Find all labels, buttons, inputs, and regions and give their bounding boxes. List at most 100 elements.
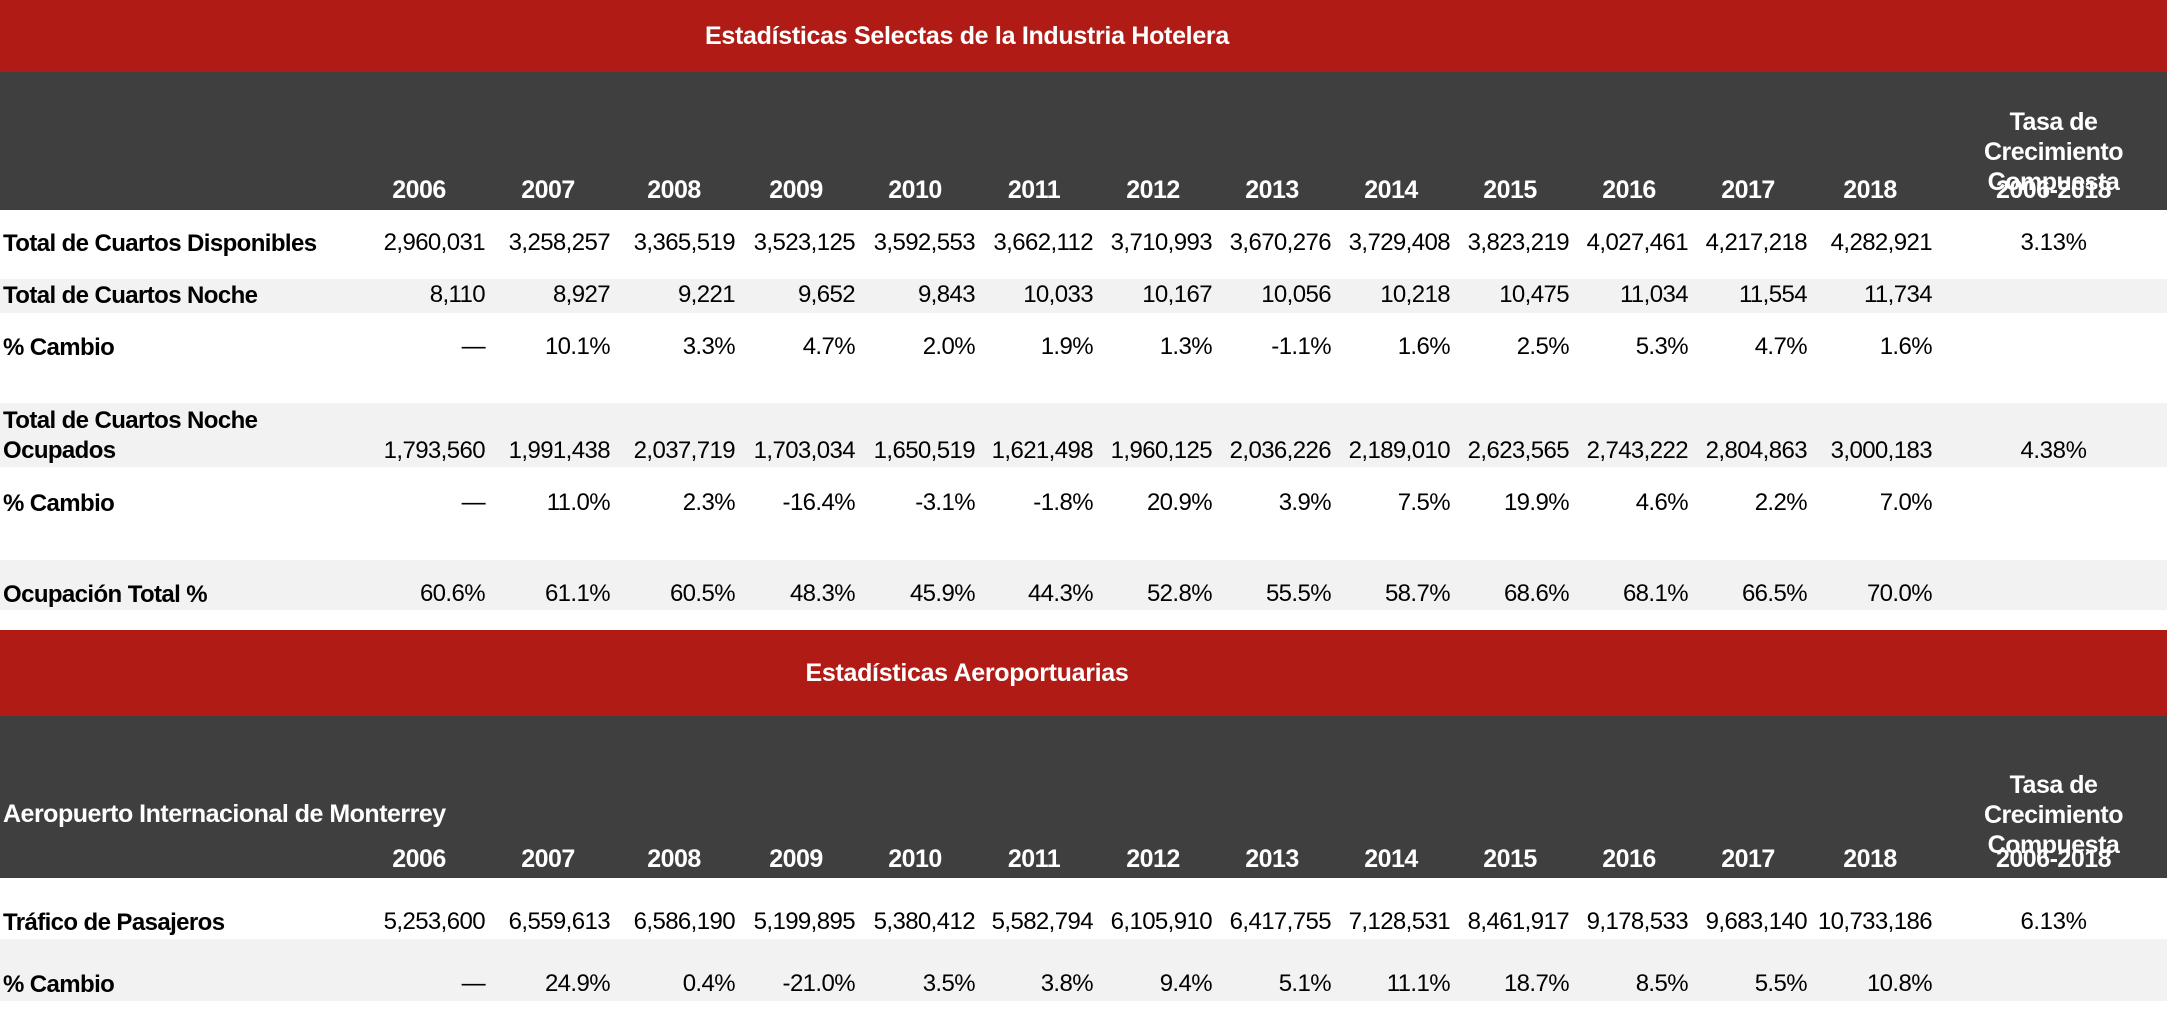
row-label: % Cambio: [3, 970, 115, 1000]
year-header-2009: 2009: [769, 845, 823, 873]
airport-name-label: Aeropuerto Internacional de Monterrey: [3, 800, 446, 828]
table-cell: 6,105,910: [1110, 908, 1213, 935]
table-cell: 3,523,125: [753, 229, 856, 256]
table-cell: 20.9%: [1146, 489, 1213, 516]
table-cell: 45.9%: [909, 580, 976, 607]
year-header-2012: 2012: [1126, 176, 1180, 204]
row-label: % Cambio: [3, 333, 115, 363]
table-cell: 1,991,438: [508, 437, 611, 464]
table-cell: 4,282,921: [1830, 229, 1933, 256]
table-cell: 5,582,794: [991, 908, 1094, 935]
hotel-section-title: Estadísticas Selectas de la Industria Ho…: [705, 22, 1229, 50]
table-cell: 2,804,863: [1705, 437, 1808, 464]
year-header-2013: 2013: [1245, 176, 1299, 204]
table-cell: 1.6%: [1879, 333, 1933, 360]
row-label: Total de Cuartos Noche: [3, 281, 258, 311]
airport-stripe: [0, 939, 2167, 1001]
table-cell: -16.4%: [782, 489, 856, 516]
hotel-stripe: [0, 403, 2167, 467]
table-cell: 66.5%: [1741, 580, 1808, 607]
row-label-text: Total de Cuartos Disponibles: [3, 230, 317, 257]
table-cell: 1.3%: [1159, 333, 1213, 360]
table-cell: -1.8%: [1033, 489, 1093, 516]
year-header-2017: 2017: [1721, 176, 1775, 204]
airport-rate-period: 2006-2018: [1995, 845, 2112, 873]
table-cell: 6,417,755: [1229, 908, 1332, 935]
table-cell: 3,365,519: [633, 229, 736, 256]
table-cell: 9,843: [917, 281, 976, 308]
table-cell: 4.6%: [1635, 489, 1689, 516]
table-cell: 2.2%: [1754, 489, 1808, 516]
table-cell: 10.8%: [1866, 970, 1933, 997]
table-cell: 1,793,560: [383, 437, 486, 464]
table-cell: 4,027,461: [1586, 229, 1689, 256]
hotel-rate-header-line2: Compuesta: [1987, 168, 2120, 196]
table-cell: 3.8%: [1040, 970, 1094, 997]
year-header-2007: 2007: [521, 176, 575, 204]
table-cell: 7.0%: [1879, 489, 1933, 516]
row-label-text: Tráfico de Pasajeros: [3, 909, 225, 936]
hotel-header-band: [0, 72, 2167, 210]
table-cell: 3.5%: [922, 970, 976, 997]
table-cell: 55.5%: [1265, 580, 1332, 607]
year-header-2012: 2012: [1126, 845, 1180, 873]
table-cell: 60.6%: [419, 580, 486, 607]
hotel-stripe: [0, 279, 2167, 313]
table-cell: 10,218: [1380, 281, 1450, 308]
year-header-2011: 2011: [1007, 176, 1061, 204]
table-cell: 2.5%: [1516, 333, 1570, 360]
row-label: Total de Cuartos Disponibles: [3, 229, 317, 259]
table-cell: 3,710,993: [1110, 229, 1213, 256]
table-cell: 52.8%: [1146, 580, 1213, 607]
table-cell: 6,586,190: [633, 908, 736, 935]
row-label-text-line2: Ocupados: [3, 437, 116, 464]
year-header-2009: 2009: [769, 176, 823, 204]
table-cell: 19.9%: [1503, 489, 1570, 516]
table-cell: -21.0%: [782, 970, 856, 997]
row-label: Ocupación Total %: [3, 580, 208, 610]
table-cell: 18.7%: [1503, 970, 1570, 997]
hotel-rate-period: 2006-2018: [1995, 176, 2112, 204]
hotel-title-band: [0, 0, 2167, 72]
table-cell: 3.9%: [1278, 489, 1332, 516]
table-cell: 7,128,531: [1348, 908, 1451, 935]
table-cell: 10,733,186: [1817, 908, 1933, 935]
table-cell: 1,960,125: [1110, 437, 1213, 464]
year-header-2008: 2008: [647, 845, 701, 873]
table-cell: 1,621,498: [991, 437, 1094, 464]
table-cell: 4.7%: [1754, 333, 1808, 360]
table-cell: 9,221: [677, 281, 736, 308]
airport-rate-header-line2: Compuesta: [1987, 831, 2120, 859]
table-cell: 5,380,412: [873, 908, 976, 935]
row-label-text: % Cambio: [3, 971, 115, 998]
table-cell: 68.6%: [1503, 580, 1570, 607]
table-cell: 58.7%: [1384, 580, 1451, 607]
year-header-2006: 2006: [392, 845, 446, 873]
table-cell: 11,734: [1863, 281, 1933, 308]
table-cell: 1.6%: [1397, 333, 1451, 360]
table-cell: 2,623,565: [1467, 437, 1570, 464]
hotel-rate-header: Tasa de Crecimiento Compuesta: [1940, 107, 2167, 197]
year-header-2011: 2011: [1007, 845, 1061, 873]
table-cell: 11,554: [1738, 281, 1808, 308]
table-cell: 2,743,222: [1586, 437, 1689, 464]
table-cell: 1,703,034: [753, 437, 856, 464]
row-label-text: Ocupación Total %: [3, 581, 208, 608]
row-label: Tráfico de Pasajeros: [3, 908, 225, 938]
year-header-2016: 2016: [1602, 845, 1656, 873]
hotel-stripe: [0, 560, 2167, 610]
table-cell: 70.0%: [1866, 580, 1933, 607]
table-cell: 10,056: [1261, 281, 1331, 308]
table-cell: 2.3%: [682, 489, 736, 516]
year-header-2006: 2006: [392, 176, 446, 204]
table-cell: —: [461, 333, 486, 360]
table-cell: 2,189,010: [1348, 437, 1451, 464]
table-cell: 9,683,140: [1705, 908, 1808, 935]
table-cell: 9,652: [797, 281, 856, 308]
table-cell: 9,178,533: [1586, 908, 1689, 935]
table-cell: 2,036,226: [1229, 437, 1332, 464]
year-header-2008: 2008: [647, 176, 701, 204]
table-cell: 1,650,519: [873, 437, 976, 464]
table-cell: 3,258,257: [508, 229, 611, 256]
table-cell: 3,662,112: [993, 229, 1093, 256]
